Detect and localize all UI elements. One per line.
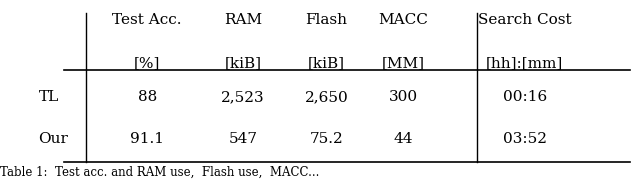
Text: [MM]: [MM] [381, 56, 425, 70]
Text: 00:16: 00:16 [502, 90, 547, 104]
Text: 03:52: 03:52 [503, 132, 547, 146]
Text: MACC: MACC [378, 13, 428, 27]
Text: 75.2: 75.2 [310, 132, 343, 146]
Text: 547: 547 [228, 132, 258, 146]
Text: Test Acc.: Test Acc. [113, 13, 182, 27]
Text: 300: 300 [388, 90, 418, 104]
Text: Flash: Flash [305, 13, 348, 27]
Text: 2,650: 2,650 [305, 90, 348, 104]
Text: [kiB]: [kiB] [308, 56, 345, 70]
Text: 2,523: 2,523 [221, 90, 265, 104]
Text: Table 1:  Test acc. and RAM use,  Flash use,  MACC...: Table 1: Test acc. and RAM use, Flash us… [0, 166, 319, 179]
Text: Search Cost: Search Cost [478, 13, 572, 27]
Text: [kiB]: [kiB] [225, 56, 262, 70]
Text: TL: TL [38, 90, 59, 104]
Text: 88: 88 [138, 90, 157, 104]
Text: Our: Our [38, 132, 68, 146]
Text: [%]: [%] [134, 56, 161, 70]
Text: 44: 44 [394, 132, 413, 146]
Text: RAM: RAM [224, 13, 262, 27]
Text: [hh]:[mm]: [hh]:[mm] [486, 56, 563, 70]
Text: 91.1: 91.1 [130, 132, 164, 146]
